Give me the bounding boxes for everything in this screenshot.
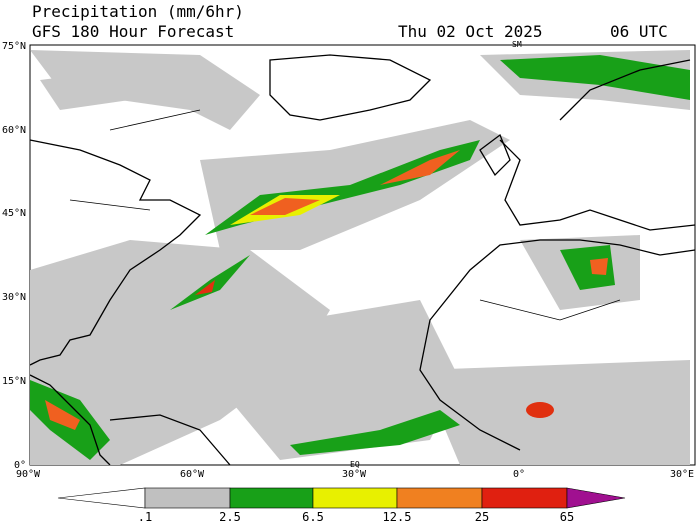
lat-label: 0° (14, 460, 26, 471)
lat-label: 45°N (2, 208, 26, 219)
lon-label: 30°W (342, 469, 367, 480)
date: Thu 02 Oct 2025 (398, 22, 543, 41)
lon-label: 0° (513, 469, 525, 480)
coastlines (29, 54, 696, 466)
lon-label: 30°E (670, 469, 694, 480)
time: 06 UTC (610, 22, 668, 41)
precip-light (30, 50, 690, 465)
lon-label: 60°W (180, 469, 205, 480)
lat-label: 60°N (2, 125, 26, 136)
colorbar-label: 2.5 (219, 510, 241, 524)
lat-label: 75°N (2, 41, 26, 52)
colorbar-label: 25 (475, 510, 489, 524)
lat-label: 15°N (2, 376, 26, 387)
title: Precipitation (mm/6hr) (32, 2, 244, 21)
precip-heavy (30, 55, 690, 460)
marker-label: EQ (350, 460, 360, 469)
colorbar-label: 12.5 (383, 510, 412, 524)
map: 75°N 60°N 45°N 30°N 15°N 0° 90°W 60°W 30… (2, 40, 696, 480)
colorbar-label: 65 (560, 510, 574, 524)
subtitle: GFS 180 Hour Forecast (32, 22, 234, 41)
marker-label: SM (512, 40, 522, 49)
colorbar-label: .1 (138, 510, 152, 524)
colorbar-label: 6.5 (302, 510, 324, 524)
lon-label: 90°W (16, 469, 41, 480)
colorbar (57, 487, 626, 509)
lat-label: 30°N (2, 292, 26, 303)
